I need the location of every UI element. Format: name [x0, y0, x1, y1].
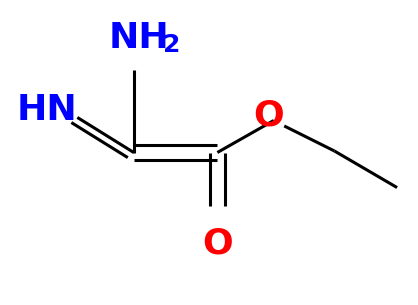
Text: O: O	[253, 98, 284, 132]
Text: NH: NH	[109, 21, 169, 55]
Text: 2: 2	[163, 33, 181, 57]
Text: HN: HN	[17, 93, 77, 127]
Text: O: O	[202, 227, 233, 261]
